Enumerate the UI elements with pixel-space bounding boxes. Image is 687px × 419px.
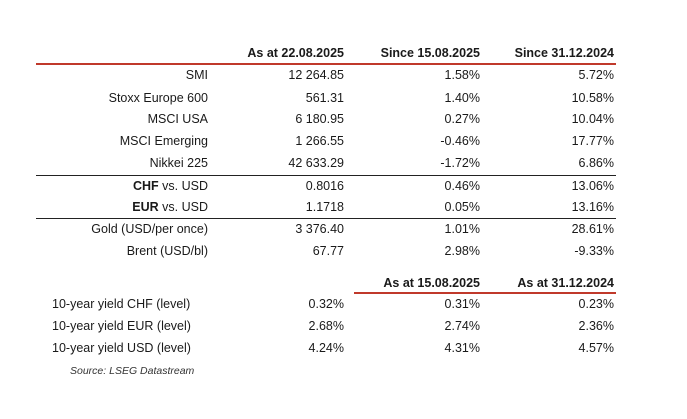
row-label: Brent (USD/bl)	[126, 244, 208, 258]
row-label: 10-year yield EUR (level)	[52, 319, 191, 333]
row-value-ytd: 28.61%	[571, 222, 614, 236]
row-label: Stoxx Europe 600	[108, 91, 208, 105]
row-label: Gold (USD/per once)	[91, 222, 208, 236]
source-note: Source: LSEG Datastream	[70, 365, 195, 377]
header-as-at-15-08-2025: As at 15.08.2025	[383, 276, 480, 290]
currency-code: EUR	[132, 200, 159, 214]
row-value-ytd: -9.33%	[574, 244, 614, 258]
row-label: EUR vs. USD	[30, 200, 208, 214]
currency-suffix: vs. USD	[158, 179, 208, 193]
row-value-ytd: 17.77%	[571, 134, 614, 148]
row-value-week: 2.74%	[444, 319, 480, 333]
group-divider	[36, 218, 616, 219]
row-value-week: 0.46%	[444, 179, 480, 193]
row-value-week: 2.98%	[444, 244, 480, 258]
group-divider	[36, 175, 616, 176]
row-value-week: 4.31%	[444, 341, 480, 355]
row-label: SMI	[185, 68, 208, 82]
row-value-ytd: 13.06%	[571, 179, 614, 193]
row-value-level: 42 633.29	[288, 156, 344, 170]
row-label: 10-year yield USD (level)	[52, 341, 191, 355]
header-since-31-12-2024: Since 31.12.2024	[514, 46, 614, 60]
row-value-ytd: 4.57%	[578, 341, 614, 355]
row-value-level: 6 180.95	[295, 112, 344, 126]
currency-code: CHF	[132, 179, 159, 193]
row-value-level: 561.31	[305, 91, 344, 105]
row-label: 10-year yield CHF (level)	[52, 297, 191, 311]
row-value-week: -0.46%	[440, 134, 480, 148]
row-value-week: 1.40%	[444, 91, 480, 105]
row-label: MSCI USA	[147, 112, 208, 126]
header-rule	[36, 63, 616, 65]
row-label: Nikkei 225	[149, 156, 208, 170]
header-as-at-22-08-2025: As at 22.08.2025	[247, 46, 344, 60]
row-value-current: 4.24%	[308, 341, 344, 355]
row-value-ytd: 10.58%	[571, 91, 614, 105]
header-rule-yields	[354, 292, 616, 294]
row-value-current: 0.32%	[308, 297, 344, 311]
row-value-week: -1.72%	[440, 156, 480, 170]
header-as-at-31-12-2024: As at 31.12.2024	[517, 276, 614, 290]
row-value-week: 1.58%	[444, 68, 480, 82]
row-value-ytd: 10.04%	[571, 112, 614, 126]
row-value-ytd: 0.23%	[578, 297, 614, 311]
header-since-15-08-2025: Since 15.08.2025	[380, 46, 480, 60]
row-value-ytd: 13.16%	[571, 200, 614, 214]
row-value-week: 1.01%	[444, 222, 480, 236]
row-value-current: 2.68%	[308, 319, 344, 333]
row-label: MSCI Emerging	[119, 134, 208, 148]
row-value-week: 0.05%	[444, 200, 480, 214]
row-value-level: 1.1718	[305, 200, 344, 214]
row-value-ytd: 6.86%	[578, 156, 614, 170]
currency-suffix: vs. USD	[158, 200, 208, 214]
row-value-level: 1 266.55	[295, 134, 344, 148]
row-value-ytd: 5.72%	[578, 68, 614, 82]
row-value-level: 0.8016	[305, 179, 344, 193]
row-value-week: 0.31%	[444, 297, 480, 311]
row-value-level: 12 264.85	[288, 68, 344, 82]
row-value-ytd: 2.36%	[578, 319, 614, 333]
row-value-week: 0.27%	[444, 112, 480, 126]
row-value-level: 3 376.40	[295, 222, 344, 236]
row-value-level: 67.77	[312, 244, 344, 258]
row-label: CHF vs. USD	[30, 179, 208, 193]
